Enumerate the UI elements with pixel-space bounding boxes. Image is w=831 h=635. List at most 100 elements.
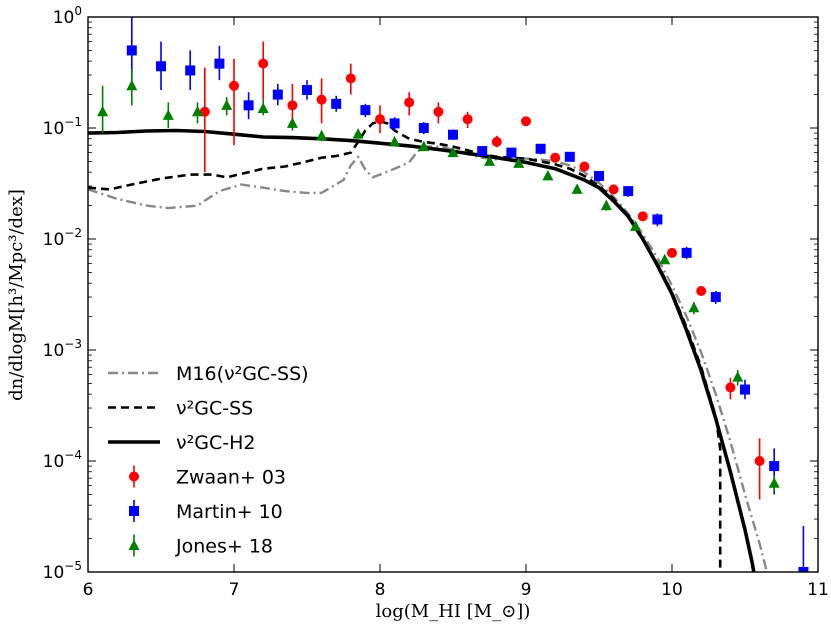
- data-point: [97, 105, 109, 117]
- data-point: [462, 114, 473, 125]
- data-point: [447, 146, 459, 158]
- x-tick-label: 9: [521, 580, 532, 600]
- data-point: [126, 79, 138, 91]
- data-point: [535, 143, 546, 154]
- data-point: [732, 371, 744, 382]
- legend: M16(ν²GC-SS) ν²GC-SS ν²GC-H2 Zwaan+ 03 Marti…: [108, 363, 309, 558]
- data-point: [769, 461, 780, 472]
- data-point: [754, 456, 765, 466]
- legend-label-1: ν²GC-SS: [176, 398, 253, 420]
- data-point: [506, 147, 517, 158]
- y-axis-label: dn/dlogM[h³/Mpc³/dex]: [6, 189, 27, 401]
- data-point: [564, 151, 575, 162]
- data-point: [389, 135, 401, 147]
- data-point: [352, 128, 364, 139]
- plot-area: [88, 17, 809, 572]
- data-point: [286, 117, 298, 128]
- data-point: [272, 89, 283, 100]
- legend-label-5: Jones+ 18: [175, 536, 273, 558]
- data-point: [258, 58, 269, 69]
- data-point: [667, 247, 677, 258]
- data-point: [594, 170, 604, 181]
- data-point: [229, 80, 239, 91]
- data-point: [448, 129, 458, 140]
- data-point: [637, 211, 648, 222]
- y-tick-label: 10−4: [43, 448, 82, 472]
- data-point: [316, 94, 327, 105]
- data-point: [375, 114, 385, 125]
- data-point: [214, 58, 225, 69]
- data-point: [418, 123, 429, 133]
- legend-label-0: M16(ν²GC-SS): [176, 363, 309, 385]
- data-point: [433, 106, 444, 117]
- data-point: [521, 116, 531, 127]
- data-point: [418, 140, 430, 152]
- y-tick-label: 100: [53, 4, 82, 28]
- data-point: [688, 301, 700, 313]
- data-point: [302, 84, 312, 95]
- legend-marker-4: [129, 506, 139, 516]
- legend-marker-3: [129, 471, 139, 482]
- data-point: [659, 253, 671, 265]
- data-point: [360, 105, 371, 116]
- data-point: [600, 199, 612, 211]
- data-point: [542, 169, 554, 181]
- plot-frame: [87, 16, 819, 573]
- data-point: [513, 157, 525, 168]
- data-point: [484, 155, 495, 166]
- data-point: [156, 61, 166, 72]
- data-point: [652, 214, 663, 225]
- data-point: [243, 100, 254, 111]
- y-tick-label: 10−1: [43, 115, 82, 139]
- axis-ticks: 6 7 8 9 10 11 10−5 10−4 10−3 10−2 10−1 100: [43, 4, 829, 600]
- data-point: [199, 106, 210, 117]
- legend-label-4: Martin+ 10: [176, 501, 283, 523]
- data-point: [768, 477, 780, 488]
- legend-label-2: ν²GC-H2: [176, 432, 255, 454]
- data-point: [579, 161, 590, 172]
- data-point: [491, 136, 502, 147]
- legend-marker-5: [128, 539, 140, 550]
- y-tick-label: 10−2: [43, 226, 82, 250]
- data-point: [725, 382, 736, 393]
- data-point: [345, 73, 356, 84]
- data-point: [162, 109, 174, 120]
- data-point: [316, 129, 328, 141]
- plot-content: [88, 17, 809, 572]
- x-tick-label: 8: [375, 580, 386, 600]
- data-point: [798, 567, 809, 572]
- x-tick-label: 7: [229, 580, 240, 600]
- data-point: [404, 97, 415, 108]
- legend-label-3: Zwaan+ 03: [176, 467, 286, 489]
- data-point: [630, 220, 641, 231]
- data-point: [126, 45, 137, 56]
- data-series-0: [199, 41, 765, 500]
- x-axis-label: log(M_HI [M_⊙]): [376, 601, 531, 622]
- data-point: [192, 105, 203, 117]
- data-point: [185, 65, 196, 76]
- data-point: [623, 186, 634, 197]
- x-tick-label: 11: [807, 580, 829, 600]
- data-point: [257, 102, 269, 113]
- data-point: [696, 286, 707, 297]
- data-point: [389, 118, 400, 129]
- data-point: [571, 183, 583, 194]
- data-series-1: [126, 17, 809, 572]
- data-point: [287, 100, 298, 111]
- data-point: [608, 184, 619, 195]
- data-point: [477, 146, 488, 157]
- y-tick-label: 10−3: [43, 337, 82, 361]
- data-point: [550, 152, 561, 163]
- x-tick-label: 6: [83, 580, 94, 600]
- data-point: [681, 247, 692, 258]
- series-line-1: [88, 120, 722, 572]
- y-tick-label: 10−5: [43, 559, 82, 583]
- data-point: [221, 99, 233, 110]
- data-point: [331, 98, 342, 109]
- x-tick-label: 10: [661, 580, 683, 600]
- data-point: [740, 384, 750, 395]
- data-series-2: [97, 69, 780, 492]
- series-line-0: [88, 145, 769, 572]
- data-point: [710, 292, 721, 303]
